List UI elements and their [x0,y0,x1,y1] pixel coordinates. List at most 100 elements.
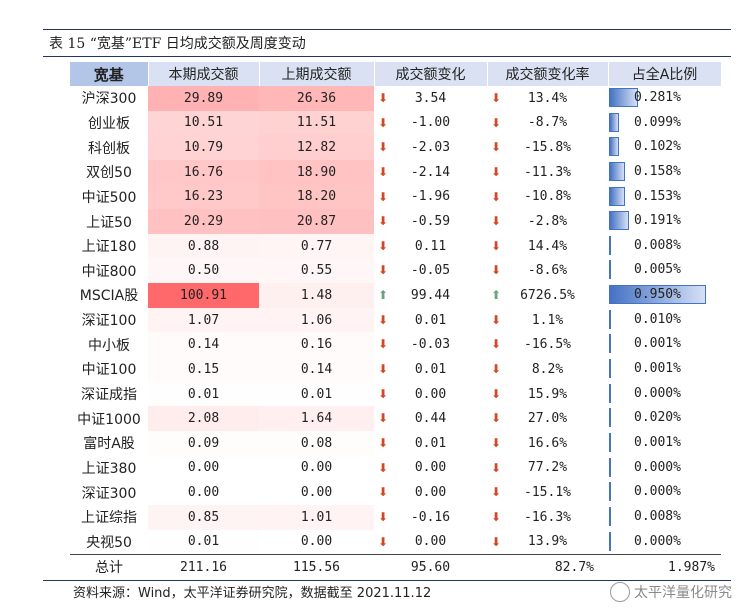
arrow-down-icon: ⬇ [491,263,502,278]
current-volume: 0.88 [148,233,259,259]
table-row: 上证综指 0.85 1.01 ⬇ -0.16 ⬇ -16.3% 0.008% [70,504,721,530]
index-name: 上证综指 [81,510,137,527]
volume-change-rate: ⬇ 15.9% [491,386,568,402]
index-name: 深证成指 [81,387,137,403]
table-row: 双创50 16.76 18.90 ⬇ -2.14 ⬇ -11.3% 0.158% [70,159,721,185]
table-row: 科创板 10.79 12.82 ⬇ -2.03 ⬇ -15.8% 0.102% [70,135,721,160]
share-bar [609,186,625,206]
share-bar [609,506,611,526]
volume-change: ⬇ -0.16 [378,509,451,525]
market-share: 0.001% [608,357,721,382]
table-row: 中证100 0.15 0.14 ⬇ 0.01 ⬇ 8.2% 0.001% [70,357,721,382]
index-name: 沪深300 [81,91,137,108]
index-name: 上证180 [81,239,137,256]
volume-change: ⬇ -2.14 [378,164,451,180]
index-name: 双创50 [86,165,132,182]
market-share: 0.153% [608,185,721,210]
arrow-down-icon: ⬇ [378,386,389,401]
table-row: 央视50 0.01 0.00 ⬇ 0.00 ⬇ 13.9% 0.000% [70,529,721,555]
volume-change: ⬇ 0.00 [378,460,447,476]
current-volume: 10.51 [148,110,259,136]
share-bar [609,482,611,502]
arrow-down-icon: ⬇ [378,140,389,155]
header-cell: 本期成交额 [148,62,260,86]
current-volume: 20.29 [148,209,259,234]
current-volume: 0.01 [148,529,259,555]
share-bar [609,260,611,280]
volume-change-rate: ⬇ -16.3% [491,509,571,525]
arrow-down-icon: ⬇ [378,337,389,352]
share-bar [609,137,619,157]
volume-change-rate: ⬇ -8.6% [491,263,568,279]
market-share: 0.000% [608,530,721,555]
arrow-down-icon: ⬇ [378,189,389,204]
share-bar [609,334,611,354]
header-cell: 上期成交额 [259,62,375,86]
index-name: 上证380 [81,460,137,477]
current-volume: 29.89 [148,86,259,111]
previous-volume: 1.01 [259,504,374,530]
volume-change: ⬇ 0.01 [378,361,447,377]
previous-volume: 0.77 [259,233,374,259]
volume-change: ⬇ -1.96 [378,189,451,205]
volume-change-rate: ⬇ 13.4% [491,90,568,106]
arrow-down-icon: ⬇ [378,263,389,278]
share-bar [609,235,611,255]
volume-change: ⬇ -0.59 [378,214,451,230]
volume-change-rate: ⬇ 14.4% [491,238,568,254]
total-previous: 115.56 [259,554,374,581]
arrow-down-icon: ⬇ [491,164,502,179]
volume-change-rate: ⬇ 1.1% [491,312,564,328]
header-cell: 成交额变化率 [487,62,609,86]
header-cell: 占全A比例 [608,62,722,86]
index-name: MSCIA股 [79,288,139,305]
current-volume: 0.09 [148,430,259,456]
volume-change: ⬇ 0.01 [378,435,447,451]
total-change-rate: 82.7% [487,554,608,581]
market-share: 0.191% [608,209,721,234]
table-row: 创业板 10.51 11.51 ⬇ -1.00 ⬇ -8.7% 0.099% [70,110,721,136]
arrow-down-icon: ⬇ [491,140,502,155]
watermark-text: 太平洋量化研究 [634,585,732,601]
previous-volume: 1.64 [259,406,374,431]
total-row: 总计 211.16 115.56 95.60 82.7% 1.987% [70,554,721,581]
total-label: 总计 [70,554,148,581]
arrow-down-icon: ⬇ [491,386,502,401]
volume-change-rate: ⬇ -11.3% [491,164,571,180]
table-row: 深证成指 0.01 0.01 ⬇ 0.00 ⬇ 15.9% 0.000% [70,381,721,407]
arrow-down-icon: ⬇ [378,411,389,426]
arrow-down-icon: ⬇ [378,435,389,450]
arrow-down-icon: ⬇ [378,238,389,253]
arrow-down-icon: ⬇ [491,534,502,549]
watermark-logo: 太平洋量化研究 [610,580,732,606]
table-row: 深证100 1.07 1.06 ⬇ 0.01 ⬇ 1.1% 0.010% [70,307,721,333]
share-bar [609,432,611,452]
volume-change: ⬇ 0.01 [378,312,447,328]
index-name: 中证100 [81,362,137,379]
arrow-down-icon: ⬇ [378,312,389,327]
arrow-down-icon: ⬇ [378,115,389,130]
arrow-down-icon: ⬇ [491,91,502,105]
index-name: 上证50 [86,214,132,231]
market-share: 0.010% [608,308,721,333]
market-share: 0.020% [608,406,721,431]
current-volume: 0.00 [148,480,259,505]
index-name: 央视50 [86,534,132,551]
volume-change-rate: ⬇ 77.2% [491,460,568,476]
volume-change: ⬆ 99.44 [378,287,451,303]
previous-volume: 18.90 [259,159,374,185]
arrow-up-icon: ⬆ [491,288,502,303]
current-volume: 0.00 [148,455,259,481]
volume-change-rate: ⬇ -15.8% [491,140,571,156]
table-row: MSCIA股 100.91 1.48 ⬆ 99.44 ⬆ 6726.5% 0.950… [70,283,721,308]
arrow-down-icon: ⬇ [491,115,502,130]
index-name: 中证1000 [77,411,141,428]
market-share: 0.005% [608,258,721,283]
volume-change: ⬇ 0.00 [378,386,447,402]
volume-change-rate: ⬇ -8.7% [491,115,568,131]
total-change: 95.60 [374,554,487,581]
current-volume: 2.08 [148,406,259,431]
volume-change-rate: ⬇ 8.2% [491,361,564,377]
previous-volume: 20.87 [259,209,374,234]
previous-volume: 1.48 [259,283,374,308]
